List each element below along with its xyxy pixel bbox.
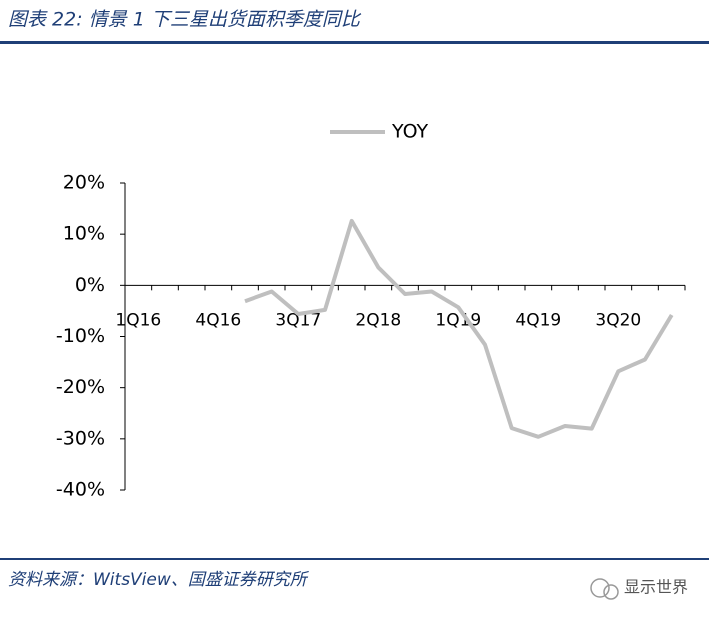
x-tick-label: 3Q17 (275, 310, 321, 330)
y-tick-label: 20% (63, 172, 105, 194)
y-tick-label: 0% (75, 274, 105, 296)
y-tick-label: 10% (63, 223, 105, 245)
watermark-text: 显示世界 (624, 578, 688, 597)
y-tick-label: -20% (56, 376, 105, 398)
source-note: 资料来源：WitsView、国盛证券研究所 (8, 570, 310, 590)
watermark: 显示世界 (590, 578, 688, 600)
chart-title: 图表 22: 情景 1 下三星出货面积季度同比 (8, 9, 362, 31)
legend-label: YOY (391, 121, 428, 143)
x-tick-label: 3Q20 (595, 310, 641, 330)
footer-rule (0, 558, 709, 560)
x-tick-label: 1Q16 (115, 310, 161, 330)
x-tick-label: 2Q18 (355, 310, 401, 330)
x-tick-label: 4Q19 (515, 310, 561, 330)
y-tick-label: -10% (56, 325, 105, 347)
y-tick-label: -40% (56, 479, 105, 501)
title-rule (0, 41, 709, 44)
y-tick-label: -30% (56, 427, 105, 449)
series-line (244, 218, 674, 439)
x-tick-label: 4Q16 (195, 310, 241, 330)
